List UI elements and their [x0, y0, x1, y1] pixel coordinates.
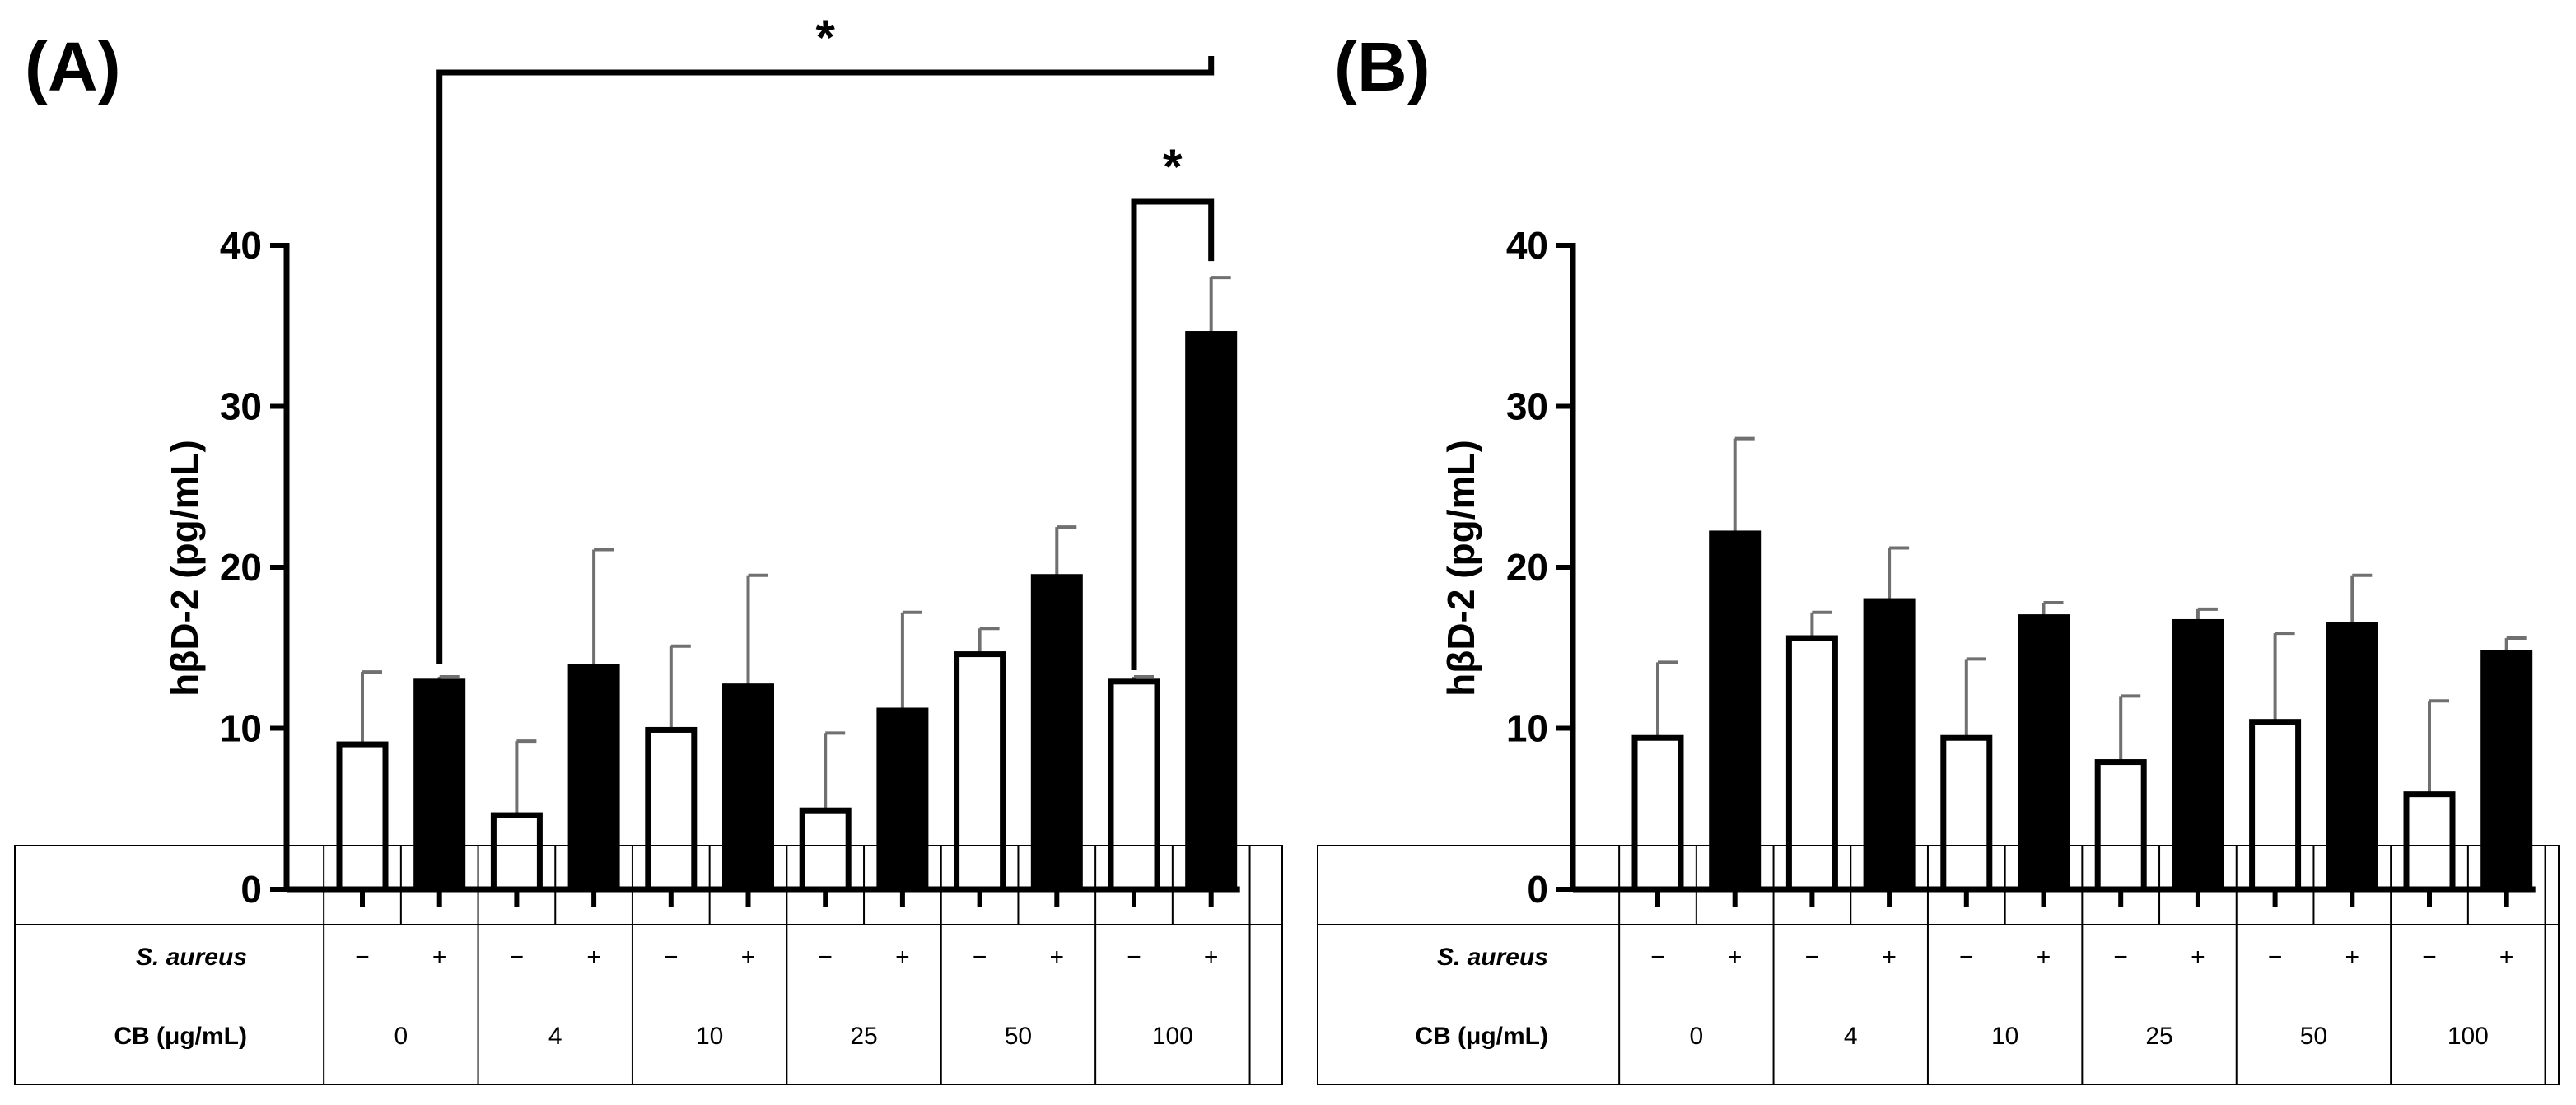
- panel-b-s-aureus-cell: +: [1728, 944, 1743, 971]
- panel-b-s-aureus-cell: +: [2037, 944, 2051, 971]
- panel-b-condition-table: [1317, 845, 2560, 1085]
- panel-b-y-tick-label: 20: [1506, 546, 1548, 589]
- panel-b-bar-with-s-aureus: [1863, 598, 1916, 893]
- panel-b-bar-without-s-aureus: [1940, 734, 1993, 893]
- panel-a-cb-cell: 25: [850, 1023, 877, 1050]
- panel-a-bar-with-s-aureus: [567, 664, 620, 893]
- panel-a-significance-star: *: [816, 10, 836, 65]
- panel-b-bar-with-s-aureus: [2018, 614, 2070, 893]
- panel-a-bar-without-s-aureus: [799, 807, 852, 893]
- panel-a-bar-without-s-aureus: [1108, 678, 1160, 893]
- panel-b-cb-cell: 0: [1690, 1023, 1704, 1050]
- panel-b-cb-cell: 25: [2145, 1023, 2172, 1050]
- panel-a-s-aureus-cell: +: [895, 944, 910, 971]
- panel-a-bar-without-s-aureus: [645, 726, 698, 893]
- panel-b-bar-with-s-aureus: [2172, 618, 2224, 893]
- panel-b-s-aureus-cell: +: [1882, 944, 1897, 971]
- panel-b-y-tick-label: 30: [1506, 385, 1548, 428]
- panel-a-s-aureus-cell: +: [741, 944, 756, 971]
- panel-a-s-aureus-cell: −: [355, 944, 370, 971]
- panel-a-s-aureus-cell: −: [818, 944, 833, 971]
- panel-a-s-aureus-cell: −: [973, 944, 987, 971]
- panel-b-s-aureus-cell: −: [2422, 944, 2437, 971]
- panel-b-bar-with-s-aureus: [1709, 530, 1762, 893]
- panel-a-cb-cell: 4: [548, 1023, 562, 1050]
- panel-a-row-label-cb: CB (μg/mL): [114, 1023, 247, 1050]
- panel-a-bar-with-s-aureus: [876, 707, 929, 893]
- panel-a-significance-bracket: [436, 56, 1215, 664]
- panel-a: (A) hβD-2 (pg/mL) S. aureus CB (μg/mL) 0…: [14, 10, 1283, 1085]
- panel-b: (B) hβD-2 (pg/mL) S. aureus CB (μg/mL) 0…: [1317, 28, 2560, 1085]
- panel-a-s-aureus-cell: −: [664, 944, 679, 971]
- panel-b-y-tick-label: 10: [1506, 707, 1548, 750]
- panel-a-significance-star: *: [1163, 139, 1183, 194]
- panel-b-s-aureus-cell: +: [2499, 944, 2514, 971]
- panel-b-cb-cell: 4: [1844, 1023, 1858, 1050]
- panel-a-s-aureus-cell: +: [1050, 944, 1065, 971]
- panel-b-bar-with-s-aureus: [2480, 650, 2533, 893]
- panel-a-bar-without-s-aureus: [336, 741, 389, 893]
- panel-a-y-axis-label: hβD-2 (pg/mL): [163, 440, 206, 697]
- panel-a-condition-table: [14, 845, 1283, 1085]
- panel-b-letter: (B): [1334, 28, 1430, 105]
- panel-b-s-aureus-cell: −: [1650, 944, 1665, 971]
- panel-a-s-aureus-cell: −: [1127, 944, 1141, 971]
- panel-b-bar-without-s-aureus: [2249, 719, 2302, 893]
- panel-a-s-aureus-cell: −: [510, 944, 525, 971]
- panel-a-bar-without-s-aureus: [954, 651, 1006, 893]
- panel-b-cb-cell: 100: [2448, 1023, 2489, 1050]
- panel-a-letter: (A): [25, 28, 121, 105]
- panel-a-y-tick-label: 0: [240, 868, 262, 911]
- panel-b-s-aureus-cell: −: [1959, 944, 1974, 971]
- panel-b-bar-without-s-aureus: [2094, 759, 2147, 893]
- panel-b-y-axis-label: hβD-2 (pg/mL): [1440, 440, 1482, 697]
- panel-a-bar-without-s-aureus: [490, 812, 543, 893]
- panel-a-y-tick-label: 20: [220, 546, 262, 589]
- panel-b-row-label-cb: CB (μg/mL): [1415, 1023, 1548, 1050]
- panel-a-cb-cell: 50: [1005, 1023, 1032, 1050]
- panel-a-bar-with-s-aureus: [1185, 331, 1238, 893]
- panel-a-row-label-s-aureus: S. aureus: [136, 944, 247, 971]
- panel-a-s-aureus-cell: +: [1204, 944, 1219, 971]
- panel-b-y-tick-label: 0: [1527, 868, 1548, 911]
- panel-b-bar-without-s-aureus: [2403, 791, 2456, 893]
- panel-a-y-tick-label: 40: [220, 224, 262, 267]
- panel-b-cb-cell: 50: [2300, 1023, 2327, 1050]
- panel-a-y-tick-label: 10: [220, 707, 262, 750]
- panel-b-bar-without-s-aureus: [1785, 635, 1838, 893]
- panel-b-s-aureus-cell: −: [1805, 944, 1820, 971]
- panel-a-cb-cell: 100: [1152, 1023, 1193, 1050]
- panel-b-s-aureus-cell: +: [2345, 944, 2360, 971]
- panel-a-bar-with-s-aureus: [413, 678, 466, 893]
- panel-b-row-label-s-aureus: S. aureus: [1437, 944, 1548, 971]
- panel-a-s-aureus-cell: +: [432, 944, 447, 971]
- panel-b-bar-without-s-aureus: [1631, 734, 1684, 893]
- panel-a-significance-bracket: [1131, 198, 1215, 670]
- panel-b-s-aureus-cell: +: [2191, 944, 2205, 971]
- panel-a-cb-cell: 0: [394, 1023, 408, 1050]
- panel-a-bar-with-s-aureus: [1030, 574, 1083, 893]
- panel-b-s-aureus-cell: −: [2113, 944, 2128, 971]
- panel-b-y-tick-label: 40: [1506, 224, 1548, 267]
- panel-a-s-aureus-cell: +: [586, 944, 601, 971]
- panel-a-cb-cell: 10: [696, 1023, 723, 1050]
- panel-b-bar-with-s-aureus: [2326, 622, 2378, 893]
- panel-b-s-aureus-cell: −: [2268, 944, 2283, 971]
- panel-a-bar-with-s-aureus: [722, 683, 774, 893]
- panel-b-cb-cell: 10: [1991, 1023, 2018, 1050]
- panel-a-y-tick-label: 30: [220, 385, 262, 428]
